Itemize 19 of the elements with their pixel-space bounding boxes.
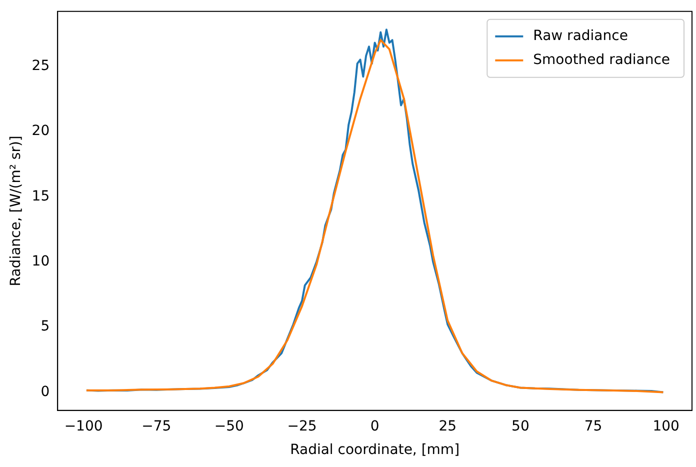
x-tick-label: −25 [287, 418, 317, 434]
x-tick-label: −100 [64, 418, 103, 434]
legend-label: Smoothed radiance [533, 52, 670, 68]
y-tick-label: 0 [40, 384, 50, 400]
legend-label: Raw radiance [533, 28, 628, 44]
x-tick-label: 75 [584, 418, 602, 434]
x-tick-label: −50 [214, 418, 244, 434]
x-tick-label: 0 [370, 418, 380, 434]
y-tick-label: 10 [32, 253, 50, 270]
y-axis-title: Radiance, [W/(m² sr)] [8, 136, 24, 286]
y-tick-label: 25 [32, 58, 50, 74]
x-tick-label: −75 [142, 418, 172, 434]
y-tick-label: 15 [32, 188, 50, 204]
x-axis-title: Radial coordinate, [mm] [290, 442, 460, 458]
y-tick-label: 5 [40, 318, 50, 335]
y-tick-label: 20 [32, 123, 50, 140]
x-tick-label: 50 [512, 418, 530, 434]
x-tick-label: 100 [652, 418, 680, 434]
x-tick-label: 25 [438, 418, 457, 434]
